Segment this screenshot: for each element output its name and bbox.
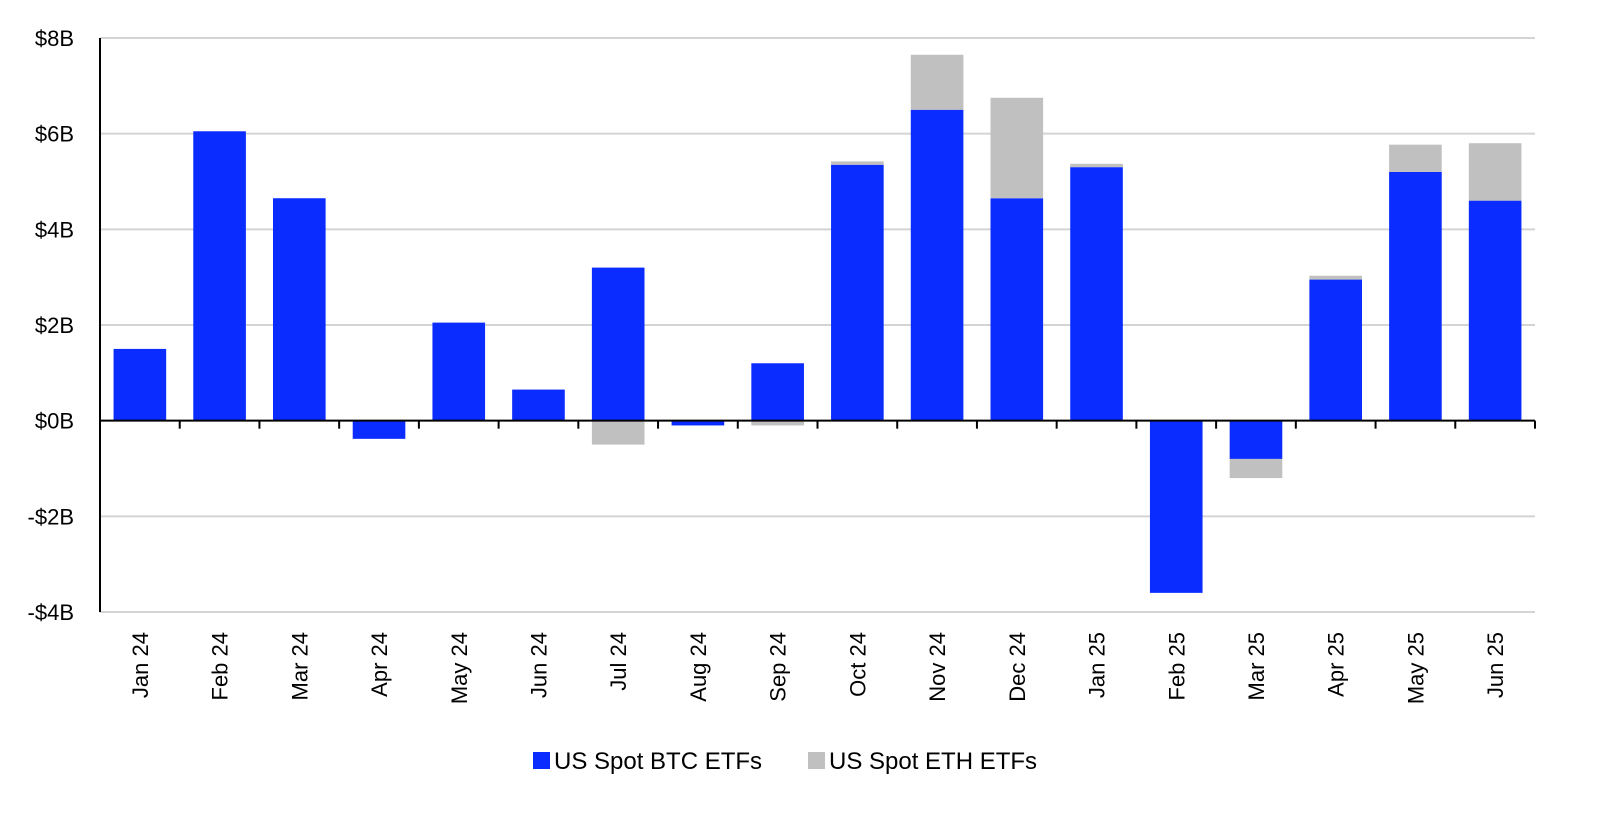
x-tick-label: Mar 25 <box>1244 632 1269 700</box>
x-tick-label: Nov 24 <box>925 632 950 702</box>
x-tick-label: May 24 <box>447 632 472 704</box>
legend: US Spot BTC ETFs US Spot ETH ETFs <box>533 748 1037 775</box>
x-tick-label: Jun 25 <box>1483 632 1508 698</box>
bar-btc <box>512 389 565 421</box>
bar-btc <box>1070 167 1123 421</box>
bar-eth <box>751 420 804 426</box>
x-tick-label: Aug 24 <box>686 632 711 702</box>
bar-btc <box>113 348 167 421</box>
y-axis-tick-labels: $8B $6B $4B $2B $0B -$2B -$4B <box>28 26 74 625</box>
x-tick-label: Dec 24 <box>1005 632 1030 702</box>
bar-eth <box>1229 458 1283 479</box>
y-tick-label: -$4B <box>28 600 74 625</box>
bar-eth <box>910 54 964 110</box>
x-tick-label: Mar 24 <box>287 632 312 700</box>
bar-btc <box>193 131 246 421</box>
bar-btc <box>1149 420 1203 593</box>
legend-swatch-eth <box>808 752 825 769</box>
bar-btc <box>1309 279 1363 421</box>
x-tick-label: Feb 24 <box>208 632 233 701</box>
x-tick-label: Jun 24 <box>526 632 551 698</box>
bar-btc <box>352 420 406 439</box>
bar-eth <box>831 161 884 165</box>
y-tick-label: $8B <box>35 26 74 51</box>
legend-label-eth: US Spot ETH ETFs <box>829 748 1037 775</box>
bar-btc <box>1229 420 1283 459</box>
x-tick-label: Jan 25 <box>1085 632 1110 698</box>
bar-btc <box>1389 171 1442 421</box>
legend-swatch-btc <box>533 752 550 769</box>
x-tick-label: Oct 24 <box>845 632 870 697</box>
x-tick-label: Sep 24 <box>766 632 791 702</box>
legend-label-btc: US Spot BTC ETFs <box>554 748 762 775</box>
y-tick-label: $2B <box>35 313 74 338</box>
bar-btc <box>272 198 326 421</box>
bar-eth <box>591 420 645 445</box>
bar-eth <box>1309 275 1363 280</box>
bar-eth <box>1468 143 1522 201</box>
x-tick-label: May 25 <box>1403 632 1428 704</box>
x-axis-ticks <box>178 420 1536 429</box>
bar-btc <box>1468 200 1522 421</box>
x-tick-label: Jan 24 <box>128 632 153 698</box>
bar-btc <box>671 420 725 426</box>
gridlines <box>100 37 1535 613</box>
bar-btc <box>591 267 645 421</box>
y-tick-label: $6B <box>35 122 74 147</box>
bar-btc <box>432 322 486 421</box>
bar-btc <box>831 164 884 421</box>
bar-btc <box>990 198 1044 421</box>
bar-eth <box>1389 144 1442 172</box>
x-tick-label: Feb 25 <box>1164 632 1189 701</box>
x-tick-label: Apr 25 <box>1324 632 1349 697</box>
bar-eth <box>1070 163 1123 168</box>
bar-btc <box>910 109 964 421</box>
x-tick-label: Apr 24 <box>367 632 392 697</box>
bar-eth <box>990 97 1044 199</box>
bar-btc <box>751 363 804 421</box>
y-tick-label: $4B <box>35 217 74 242</box>
x-tick-label: Jul 24 <box>606 632 631 691</box>
x-axis-tick-labels: Jan 24 Feb 24 Mar 24 Apr 24 May 24 Jun 24 Jul … <box>128 632 1508 704</box>
y-tick-label: $0B <box>35 409 74 434</box>
y-tick-label: -$2B <box>28 504 74 529</box>
bars <box>113 54 1522 593</box>
